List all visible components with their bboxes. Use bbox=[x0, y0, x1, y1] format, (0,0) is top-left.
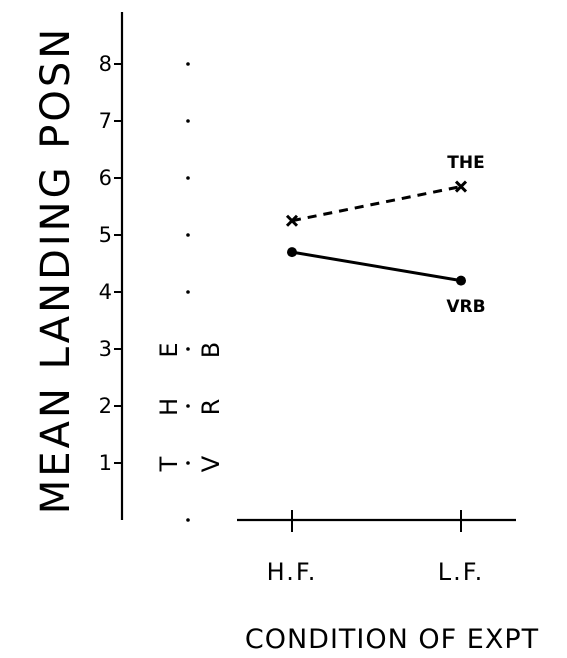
y-tick-label-7: 7 bbox=[99, 109, 112, 133]
ref-dot-7 bbox=[186, 119, 190, 123]
x-axis-label: CONDITION OF EXPT bbox=[245, 624, 539, 655]
stacked-vrb-2: B bbox=[197, 342, 225, 358]
ref-dot-5 bbox=[186, 233, 190, 237]
series-line-the bbox=[291, 185, 462, 223]
ref-dot-3 bbox=[186, 347, 190, 351]
ref-dot-8 bbox=[186, 62, 190, 66]
ref-dot-0 bbox=[186, 518, 190, 522]
y-tick-label-5: 5 bbox=[99, 223, 112, 247]
y-tick-label-2: 2 bbox=[99, 394, 112, 418]
stacked-vrb-0: V bbox=[197, 455, 225, 472]
ref-dot-1 bbox=[186, 461, 190, 465]
y-tick-label-8: 8 bbox=[99, 52, 112, 76]
x-tick-label-0: H.F. bbox=[267, 558, 318, 586]
point-the-1 bbox=[454, 180, 468, 193]
stacked-vrb-1: R bbox=[197, 399, 225, 416]
stacked-the-0: T bbox=[155, 456, 183, 472]
reference-dots bbox=[186, 62, 190, 522]
series-layer bbox=[285, 180, 468, 286]
series-label-vrb: VRB bbox=[446, 297, 485, 317]
point-vrb-1 bbox=[456, 275, 466, 286]
point-vrb-0 bbox=[287, 247, 297, 258]
x-tick-label-1: L.F. bbox=[438, 558, 485, 586]
ref-dot-6 bbox=[186, 176, 190, 180]
stacked-the-2: E bbox=[155, 342, 183, 357]
y-ticks bbox=[114, 63, 122, 464]
y-tick-label-1: 1 bbox=[99, 451, 112, 475]
y-tick-label-4: 4 bbox=[99, 280, 112, 304]
y-axis-label: MEAN LANDING POSN bbox=[33, 26, 79, 514]
stacked-the-1: H bbox=[155, 398, 183, 416]
y-tick-label-3: 3 bbox=[99, 337, 112, 361]
series-line-vrb bbox=[291, 250, 462, 283]
series-label-the: THE bbox=[447, 153, 484, 173]
ref-dot-4 bbox=[186, 290, 190, 294]
ref-dot-2 bbox=[186, 404, 190, 408]
axes bbox=[120, 12, 516, 532]
y-tick-label-6: 6 bbox=[99, 166, 112, 190]
point-the-0 bbox=[285, 214, 299, 227]
